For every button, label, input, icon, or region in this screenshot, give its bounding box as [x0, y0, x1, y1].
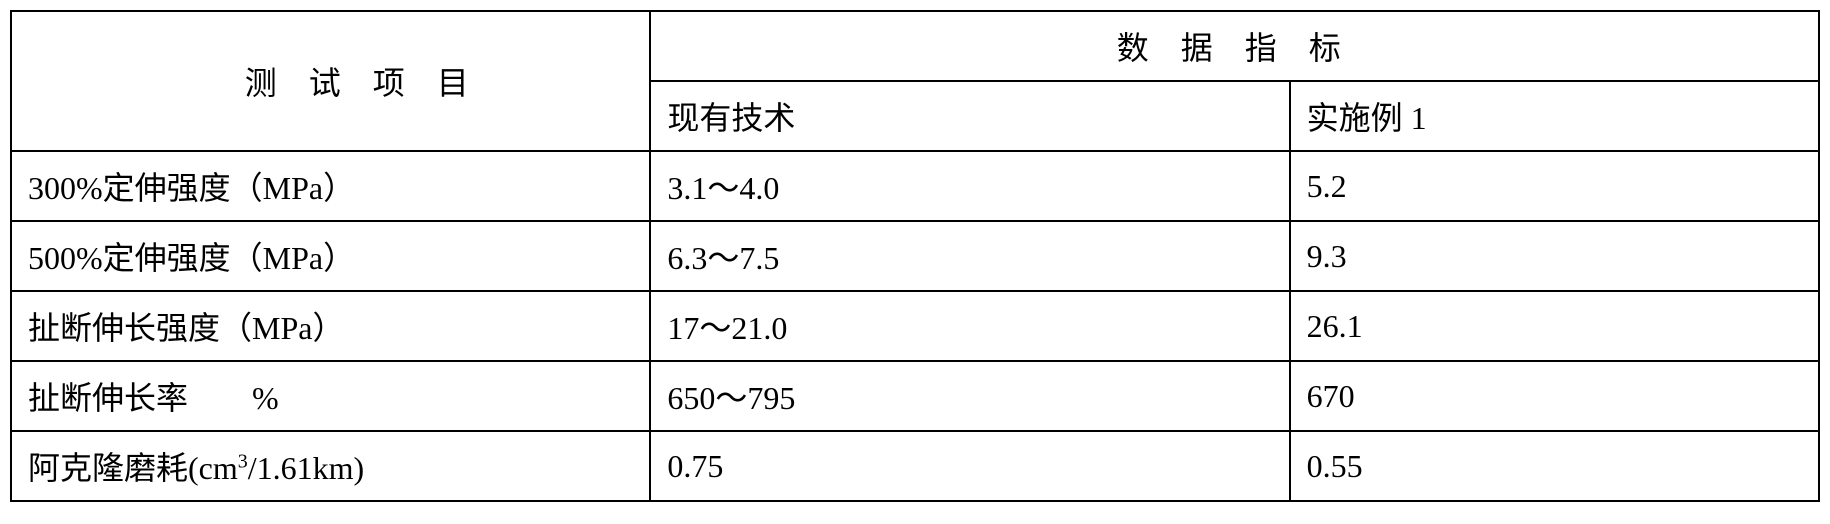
- cell-value-example: 5.2: [1290, 151, 1819, 221]
- table-header-row-1: 测 试 项 目 数 据 指 标: [11, 11, 1819, 81]
- cell-label: 扯断伸长率 %: [11, 361, 650, 431]
- table-row: 扯断伸长强度（MPa） 17～21.0 26.1: [11, 291, 1819, 361]
- table-row: 扯断伸长率 % 650～795 670: [11, 361, 1819, 431]
- cell-value-prior: 6.3～7.5: [650, 221, 1289, 291]
- cell-value-example: 9.3: [1290, 221, 1819, 291]
- cell-value-prior: 3.1～4.0: [650, 151, 1289, 221]
- table-row: 300%定伸强度（MPa） 3.1～4.0 5.2: [11, 151, 1819, 221]
- header-prior-art: 现有技术: [650, 81, 1289, 151]
- cell-value-prior: 17～21.0: [650, 291, 1289, 361]
- cell-label: 300%定伸强度（MPa）: [11, 151, 650, 221]
- table-row: 500%定伸强度（MPa） 6.3～7.5 9.3: [11, 221, 1819, 291]
- cell-value-prior: 0.75: [650, 431, 1289, 501]
- table-row: 阿克隆磨耗(cm3/1.61km) 0.75 0.55: [11, 431, 1819, 501]
- header-example-1: 实施例 1: [1290, 81, 1819, 151]
- cell-value-example: 0.55: [1290, 431, 1819, 501]
- header-test-item: 测 试 项 目: [11, 11, 650, 151]
- cell-label: 阿克隆磨耗(cm3/1.61km): [11, 431, 650, 501]
- cell-label: 扯断伸长强度（MPa）: [11, 291, 650, 361]
- cell-value-example: 670: [1290, 361, 1819, 431]
- cell-value-example: 26.1: [1290, 291, 1819, 361]
- header-data-group: 数 据 指 标: [650, 11, 1819, 81]
- data-table: 测 试 项 目 数 据 指 标 现有技术 实施例 1 300%定伸强度（MPa）…: [10, 10, 1820, 502]
- cell-label: 500%定伸强度（MPa）: [11, 221, 650, 291]
- cell-value-prior: 650～795: [650, 361, 1289, 431]
